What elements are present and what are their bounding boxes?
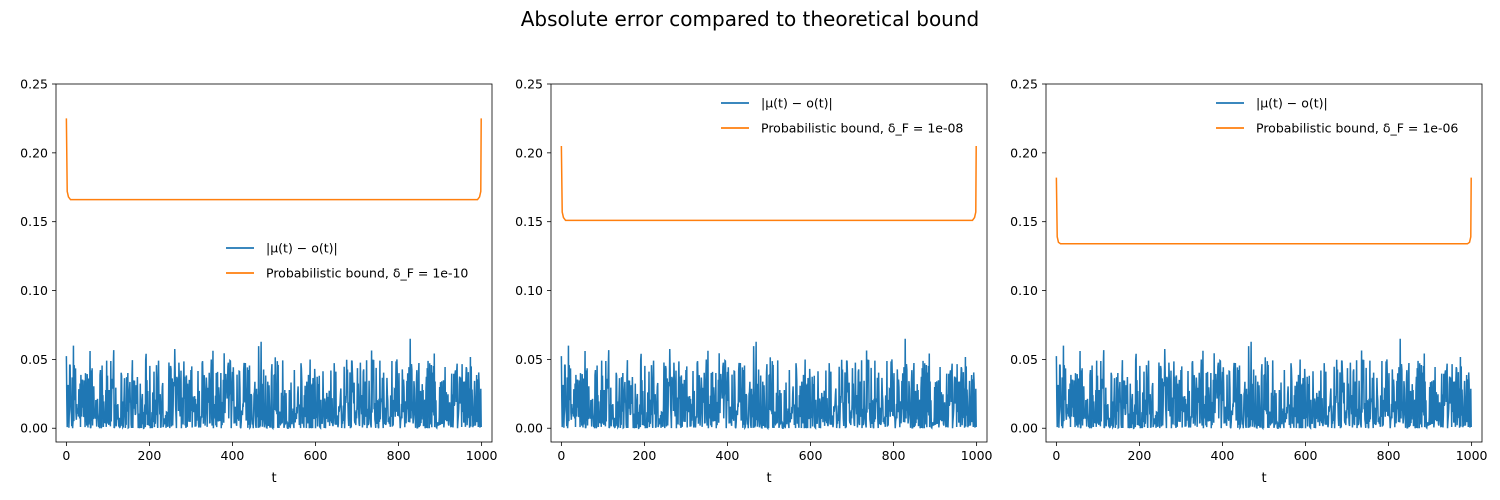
y-tick-label: 0.10: [1010, 283, 1038, 298]
y-tick-label: 0.25: [1010, 77, 1038, 92]
error-series-line: [560, 338, 977, 431]
subplot-1: 0 200 400 600 800 1000 0.00 0.05 0.10 0.15 0.20 0.2…: [20, 77, 497, 487]
bound-series-line: [1055, 177, 1472, 245]
x-tick-label: 0: [62, 448, 70, 463]
x-tick-label: 1000: [1456, 448, 1488, 463]
y-tick-label: 0.10: [515, 283, 543, 298]
error-series-line: [1055, 338, 1472, 431]
legend: |μ(t) − o(t)| Probabilistic bound, δ_F = …: [721, 96, 963, 136]
y-tick-label: 0.00: [1010, 421, 1038, 436]
x-tick-label: 200: [632, 448, 656, 463]
y-tick-label: 0.25: [20, 77, 48, 92]
axes-frame: [1045, 83, 1483, 443]
x-tick-label: 400: [221, 448, 245, 463]
x-tick-label: 600: [1294, 448, 1318, 463]
y-tick-label: 0.00: [20, 421, 48, 436]
y-tick-label: 0.05: [20, 352, 48, 367]
legend-label: |μ(t) − o(t)|: [266, 241, 338, 256]
y-tick-label: 0.05: [1010, 352, 1038, 367]
y-tick-label: 0.15: [515, 214, 543, 229]
legend-label: Probabilistic bound, δ_F = 1e-08: [761, 121, 963, 136]
subplot-3: 0 200 400 600 800 1000 0.00 0.05 0.10 0.15 0.20 0.2…: [1010, 77, 1487, 487]
x-tick-label: 1000: [466, 448, 498, 463]
x-tick-label: 800: [882, 448, 906, 463]
x-axis-label: t: [1261, 471, 1266, 486]
x-tick-label: 200: [137, 448, 161, 463]
y-tick-label: 0.15: [1010, 214, 1038, 229]
error-series-line: [65, 338, 482, 431]
legend-label: Probabilistic bound, δ_F = 1e-06: [1256, 121, 1458, 136]
x-tick-label: 400: [716, 448, 740, 463]
y-tick-label: 0.20: [1010, 145, 1038, 160]
x-axis-label: t: [271, 471, 276, 486]
x-tick-label: 800: [1377, 448, 1401, 463]
y-tick-label: 0.20: [20, 145, 48, 160]
x-tick-label: 1000: [961, 448, 993, 463]
x-tick-label: 0: [1052, 448, 1060, 463]
y-tick-label: 0.10: [20, 283, 48, 298]
legend-label: |μ(t) − o(t)|: [1256, 96, 1328, 111]
x-tick-label: 400: [1211, 448, 1235, 463]
y-tick-label: 0.15: [20, 214, 48, 229]
y-tick-label: 0.25: [515, 77, 543, 92]
axes-frame: [55, 83, 493, 443]
x-axis-label: t: [766, 471, 771, 486]
legend-label: |μ(t) − o(t)|: [761, 96, 833, 111]
legend: |μ(t) − o(t)| Probabilistic bound, δ_F = …: [1216, 96, 1458, 136]
y-tick-label: 0.05: [515, 352, 543, 367]
y-tick-label: 0.00: [515, 421, 543, 436]
x-tick-label: 800: [387, 448, 411, 463]
x-tick-label: 600: [304, 448, 328, 463]
x-tick-label: 600: [799, 448, 823, 463]
axes-frame: [550, 83, 988, 443]
x-tick-label: 200: [1127, 448, 1151, 463]
subplot-2: 0 200 400 600 800 1000 0.00 0.05 0.10 0.15 0.20 0.2…: [515, 77, 992, 487]
legend: |μ(t) − o(t)| Probabilistic bound, δ_F = …: [226, 241, 468, 281]
figure-title: Absolute error compared to theoretical b…: [520, 7, 980, 31]
bound-series-line: [65, 118, 482, 201]
bound-series-line: [560, 145, 977, 222]
x-tick-label: 0: [557, 448, 565, 463]
legend-label: Probabilistic bound, δ_F = 1e-10: [266, 266, 468, 281]
y-tick-label: 0.20: [515, 145, 543, 160]
